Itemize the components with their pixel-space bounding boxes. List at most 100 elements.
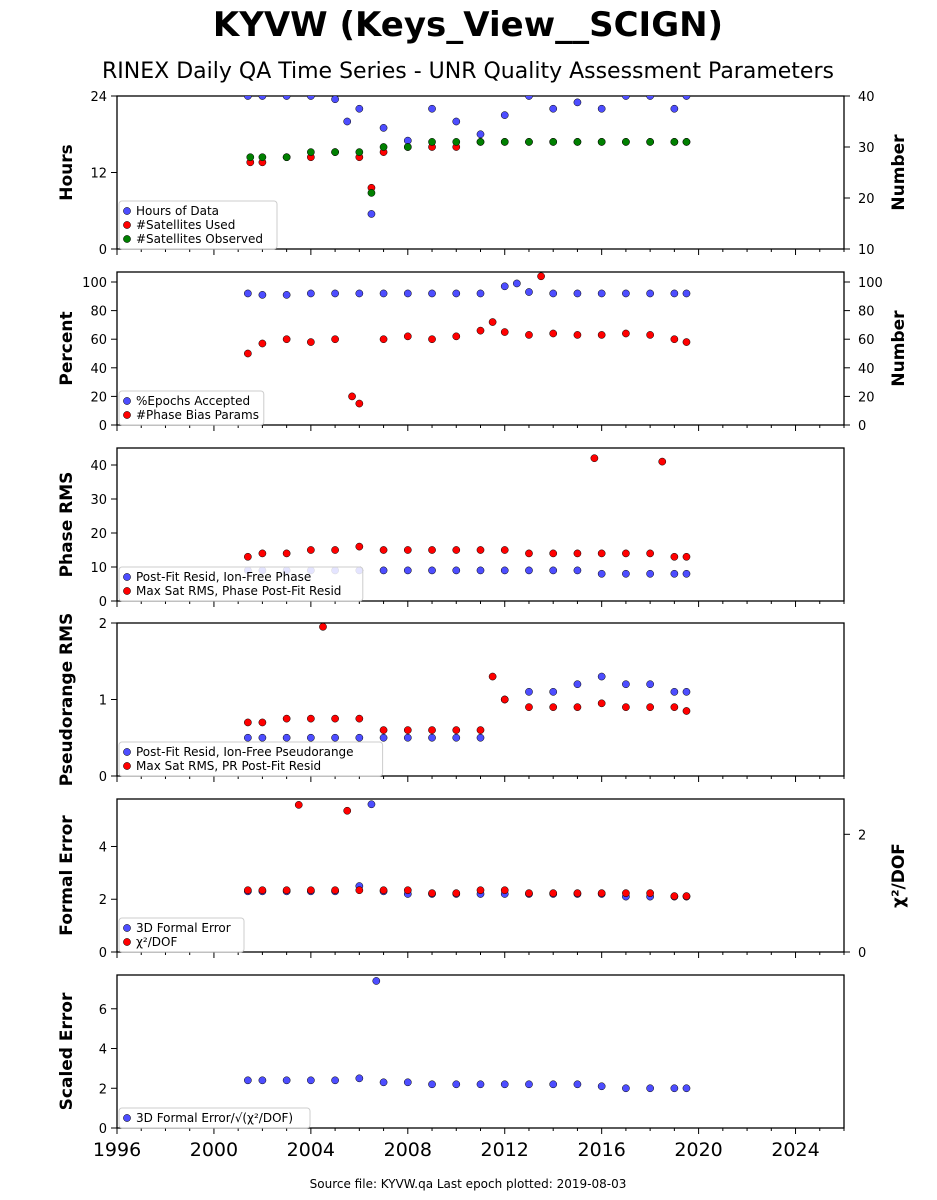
data-point-series-1 (500, 111, 509, 119)
data-point-series-1 (573, 1080, 582, 1089)
data-point-series-2 (331, 886, 339, 895)
data-point-series-1 (379, 124, 388, 132)
legend-marker (123, 924, 131, 932)
y-tick-label: 20 (90, 390, 107, 405)
data-point-series-3 (331, 148, 339, 156)
y-tick-label: 10 (90, 561, 107, 576)
data-point-series-1 (476, 733, 485, 742)
data-point-series-3 (682, 138, 691, 146)
data-layer (244, 272, 691, 408)
legend-marker (123, 235, 131, 243)
data-point-series-2 (355, 542, 364, 551)
data-point-series-1 (244, 1076, 252, 1085)
data-point-series-2 (343, 806, 352, 815)
data-point-series-3 (258, 153, 267, 162)
legend-box (118, 741, 384, 777)
data-point-series-1 (597, 104, 606, 113)
data-point-series-2 (500, 695, 509, 704)
data-point-series-1 (646, 569, 654, 578)
y2-tick-label: 0 (858, 419, 866, 434)
data-point-series-2 (307, 338, 315, 346)
data-point-series-1 (372, 977, 381, 985)
data-point-series-1 (682, 569, 691, 578)
y2-tick-label: 10 (858, 243, 875, 258)
data-point-series-1 (670, 104, 679, 113)
data-point-series-2 (452, 546, 461, 554)
x-tick-label: 2008 (384, 1139, 432, 1161)
data-point-series-2 (670, 335, 679, 344)
panel-4: 0 1 2 Pseudorange RMS Post-Fit Resid, Ion-Fr… (57, 613, 845, 786)
y2-tick-label: 40 (858, 362, 875, 377)
data-point-series-2 (646, 331, 654, 339)
data-point-series-1 (355, 1074, 364, 1083)
data-point-series-2 (428, 335, 436, 344)
data-point-series-1 (355, 289, 364, 298)
data-point-series-1 (282, 733, 291, 742)
data-point-series-1 (307, 289, 315, 298)
y2-tick-label: 30 (858, 141, 875, 156)
x-tick-label: 2012 (481, 1139, 529, 1161)
y2-tick-label: 40 (858, 90, 875, 105)
data-point-series-1 (597, 672, 606, 681)
data-point-series-2 (590, 454, 599, 463)
data-point-series-2 (244, 718, 252, 727)
data-point-series-1 (403, 566, 412, 575)
data-point-series-3 (246, 153, 255, 162)
legend-marker (123, 748, 131, 756)
y-tick-label: 2 (99, 617, 107, 632)
y-axis-label: Percent (57, 311, 77, 385)
y2-tick-label: 100 (858, 276, 883, 291)
data-point-series-3 (307, 148, 315, 156)
data-point-series-2 (307, 546, 315, 554)
data-point-series-1 (331, 96, 339, 104)
data-point-series-1 (646, 289, 654, 298)
data-point-series-1 (452, 733, 461, 742)
plot-frame (116, 974, 845, 1129)
legend: 3D Formal Error/√(χ²/DOF) (118, 1107, 311, 1129)
data-point-series-1 (258, 291, 267, 299)
data-point-series-2 (258, 549, 267, 558)
data-point-series-3 (597, 138, 606, 146)
data-point-series-3 (367, 189, 376, 197)
data-point-series-1 (549, 1080, 558, 1089)
data-point-series-2 (379, 726, 388, 734)
data-point-series-2 (500, 546, 509, 554)
legend-label: #Phase Bias Params (136, 408, 259, 422)
data-point-series-2 (282, 335, 291, 344)
data-point-series-1 (500, 566, 509, 575)
figure-subtitle: RINEX Daily QA Time Series - UNR Quality… (102, 59, 834, 84)
data-point-series-1 (428, 566, 436, 575)
data-point-series-1 (355, 104, 364, 113)
data-point-series-2 (403, 546, 412, 554)
data-point-series-1 (452, 566, 461, 575)
data-point-series-1 (343, 117, 352, 126)
data-point-series-1 (597, 569, 606, 578)
data-point-series-1 (525, 96, 533, 100)
data-point-series-1 (549, 289, 558, 298)
data-point-series-2 (331, 546, 339, 554)
x-tick-label: 2020 (674, 1139, 722, 1161)
data-point-series-1 (258, 96, 267, 100)
data-point-series-2 (525, 331, 533, 339)
data-point-series-2 (573, 703, 582, 712)
data-point-series-2 (670, 552, 679, 561)
y-tick-label: 0 (99, 946, 107, 961)
data-point-series-3 (500, 138, 509, 146)
data-point-series-2 (525, 703, 533, 712)
data-point-series-1 (403, 733, 412, 742)
data-point-series-3 (452, 138, 461, 146)
data-point-series-2 (597, 699, 606, 708)
data-point-series-1 (476, 1080, 485, 1089)
y-tick-label: 12 (90, 167, 107, 182)
legend-marker (123, 411, 131, 419)
panel-2: 0 20 40 60 80 100 Percent 0 20 40 60 80 100 Number %Ep… (57, 271, 909, 434)
data-point-series-1 (452, 117, 461, 126)
legend-marker (123, 207, 131, 215)
legend-marker (123, 221, 131, 229)
data-point-series-1 (646, 96, 654, 100)
data-point-series-2 (403, 332, 412, 341)
data-point-series-2 (307, 886, 315, 895)
legend-label: #Satellites Used (136, 218, 235, 232)
y-tick-label: 80 (90, 305, 107, 320)
